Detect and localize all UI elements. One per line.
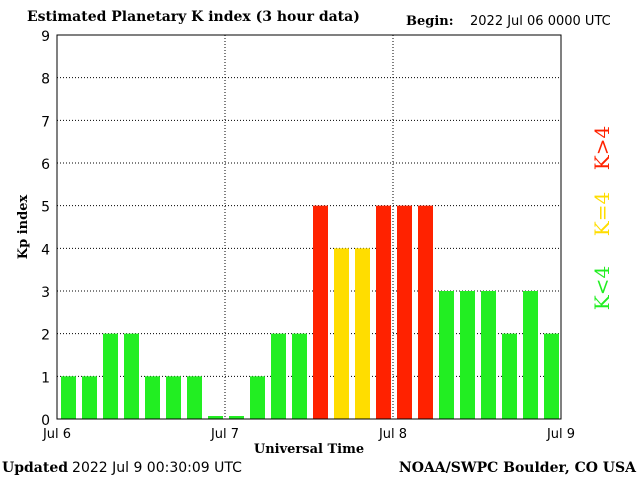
kp-bar <box>61 376 76 419</box>
kp-bar <box>544 333 559 419</box>
kp-bar <box>292 333 307 419</box>
legend-label: K<4 <box>590 266 614 310</box>
legend-label: K>4 <box>590 126 614 170</box>
plot-frame <box>56 34 562 420</box>
x-tick-label: Jul 6 <box>42 427 71 442</box>
y-tick-label: 4 <box>41 242 50 258</box>
kp-bar <box>166 376 181 419</box>
kp-bar <box>124 333 139 419</box>
bar-series <box>61 205 559 419</box>
x-tick-label: Jul 7 <box>210 427 239 442</box>
kp-bar <box>460 291 475 419</box>
legend-label: K=4 <box>590 192 614 236</box>
kp-bar <box>481 291 496 419</box>
kp-bar <box>82 376 97 419</box>
y-tick-label: 7 <box>41 114 50 130</box>
chart-title: Estimated Planetary K index (3 hour data… <box>27 9 360 25</box>
begin-label: Begin: <box>406 14 454 29</box>
kp-bar <box>502 333 517 419</box>
y-tick-label: 9 <box>41 29 50 45</box>
y-tick-label: 5 <box>41 200 50 216</box>
kp-bar <box>208 416 223 419</box>
updated-timestamp: Updated 2022 Jul 9 00:30:09 UTC <box>2 460 242 477</box>
y-axis-label: Kp index <box>16 195 31 260</box>
y-tick-label: 8 <box>41 72 50 88</box>
y-tick-label: 0 <box>41 413 50 429</box>
kp-bar <box>187 376 202 419</box>
y-tick-labels: 0 1 2 3 4 5 6 7 8 9 <box>41 29 50 429</box>
kp-bar <box>439 291 454 419</box>
kp-bar <box>145 376 160 419</box>
x-tick-label: Jul 8 <box>378 427 407 442</box>
x-tick-labels: Jul 6 Jul 7 Jul 8 Jul 9 <box>42 427 575 442</box>
kp-bar <box>418 205 433 419</box>
begin-value: 2022 Jul 06 0000 UTC <box>470 14 611 29</box>
gridlines <box>57 35 561 419</box>
kp-bar <box>229 416 244 419</box>
kp-bar <box>313 205 328 419</box>
kp-bar <box>355 248 370 419</box>
kp-bar <box>397 205 412 419</box>
kp-bar <box>103 333 118 419</box>
y-tick-label: 6 <box>41 157 50 173</box>
kp-bar <box>334 248 349 419</box>
x-tick-label: Jul 9 <box>546 427 575 442</box>
kp-bar <box>376 205 391 419</box>
y-tick-label: 1 <box>41 370 50 386</box>
kp-bar <box>271 333 286 419</box>
legend: K<4 K=4 K>4 <box>590 126 614 310</box>
kp-bar <box>250 376 265 419</box>
credit-text: NOAA/SWPC Boulder, CO USA <box>398 460 636 476</box>
x-axis-label: Universal Time <box>254 442 364 457</box>
y-tick-label: 2 <box>41 328 50 344</box>
updated-value: 2022 Jul 9 00:30:09 UTC <box>72 460 242 476</box>
kp-bar <box>523 291 538 419</box>
updated-label: Updated <box>2 460 69 476</box>
y-tick-label: 3 <box>41 285 50 301</box>
